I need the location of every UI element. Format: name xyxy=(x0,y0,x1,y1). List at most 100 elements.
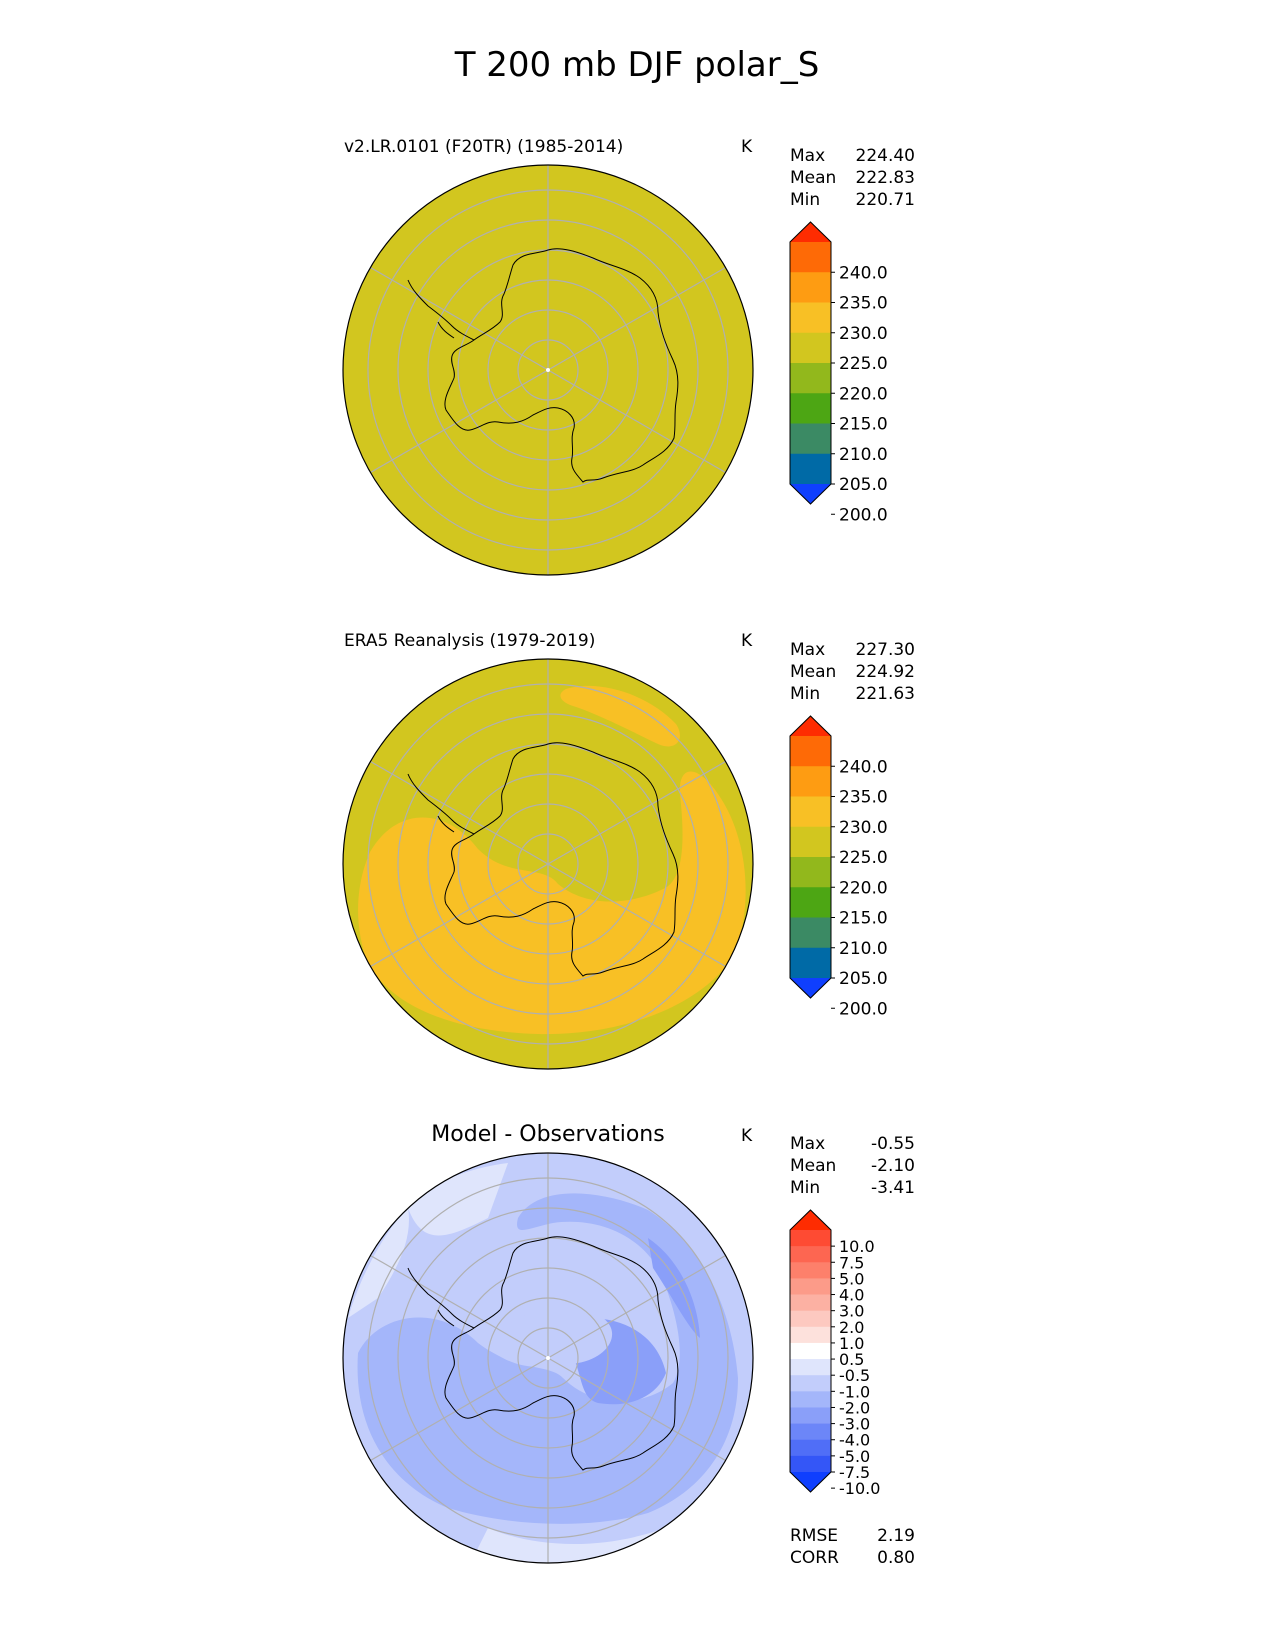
colorbar-tick-label: -2.0 xyxy=(839,1398,870,1417)
stat-label-min: Min xyxy=(790,190,820,210)
pole-marker xyxy=(546,368,550,372)
map-gridlines xyxy=(365,165,731,575)
colorbar-tick-label: 230.0 xyxy=(839,324,888,344)
metrics-block: RMSE 2.19 CORR 0.80 xyxy=(790,1526,915,1568)
colorbar-tick-label: 3.0 xyxy=(839,1302,864,1321)
meridian-line xyxy=(547,758,731,865)
panel-title: Model - Observations xyxy=(431,1122,664,1147)
colorbar-segment xyxy=(790,363,831,394)
colorbar-tick-label: 200.0 xyxy=(839,999,888,1019)
units-label: K xyxy=(741,631,753,651)
meridian-line xyxy=(365,1357,549,1464)
colorbar-tick-label: 205.0 xyxy=(839,969,888,989)
colorbar-tick-label: -0.5 xyxy=(839,1366,870,1385)
stat-value-min: 220.71 xyxy=(856,190,915,210)
colorbar-segment xyxy=(790,1407,831,1425)
stat-label-min: Min xyxy=(790,684,820,704)
colorbar-segment xyxy=(790,1439,831,1457)
metric-value-rmse: 2.19 xyxy=(877,1526,915,1546)
polar-map xyxy=(342,1152,754,1564)
colorbar-tick-label: -3.0 xyxy=(839,1415,870,1434)
panel-model: v2.LR.0101 (F20TR) (1985-2014) K Max 224… xyxy=(342,137,915,576)
colorbar: 10.07.55.04.03.02.01.00.5-0.5-1.0-2.0-3.… xyxy=(789,1209,880,1498)
colorbar-segment xyxy=(790,1342,831,1360)
stat-value-mean: 222.83 xyxy=(856,168,915,188)
colorbar-segment xyxy=(790,1326,831,1344)
antarctic-peninsula-coastline xyxy=(407,1267,475,1329)
polar-map xyxy=(342,164,754,576)
colorbar-segment xyxy=(790,1294,831,1312)
meridian-line xyxy=(547,369,731,476)
colorbar-extend-max xyxy=(790,1210,831,1230)
meridian-line xyxy=(365,264,549,371)
colorbar-tick-label: 0.5 xyxy=(839,1350,864,1369)
antarctica-coastline xyxy=(444,248,679,483)
stat-label-mean: Mean xyxy=(790,1156,836,1176)
meridian-line xyxy=(547,863,731,970)
antarctic-peninsula-coastline xyxy=(407,279,475,341)
meridian-line xyxy=(365,758,549,865)
colorbar-extend-max xyxy=(790,222,831,242)
field-225-230-band xyxy=(358,771,746,1035)
colorbar-segment xyxy=(790,453,831,485)
colorbar-tick-label: 200.0 xyxy=(839,505,888,525)
stat-value-min: -3.41 xyxy=(871,1178,915,1198)
colorbar-segment xyxy=(790,272,831,304)
colorbar-segment xyxy=(790,1278,831,1296)
colorbar-tick-label: 240.0 xyxy=(839,757,888,777)
colorbar-segment xyxy=(790,1391,831,1409)
stat-label-max: Max xyxy=(790,146,825,166)
field-minus3-minus2-band xyxy=(357,1193,738,1524)
antarctic-peninsula-coastline xyxy=(407,773,475,835)
colorbar-extend-min xyxy=(790,978,831,998)
stat-value-mean: 224.92 xyxy=(856,662,915,682)
meridian-line xyxy=(547,264,731,371)
colorbar-tick-label: 205.0 xyxy=(839,475,888,495)
field-minus4-minus3-patch xyxy=(648,1238,700,1338)
colorbar-segment xyxy=(790,1230,831,1247)
stat-label-min: Min xyxy=(790,1178,820,1198)
colorbar-tick-label: 10.0 xyxy=(839,1237,875,1256)
meridian-line xyxy=(547,1252,731,1359)
colorbar-segment xyxy=(790,947,831,979)
colorbar-segment xyxy=(790,1262,831,1279)
colorbar-tick-label: 1.0 xyxy=(839,1334,864,1353)
colorbar-tick-label: -7.5 xyxy=(839,1463,870,1482)
colorbar-segment xyxy=(790,766,831,798)
colorbar-tick-label: -1.0 xyxy=(839,1382,870,1401)
colorbar-segment xyxy=(790,332,831,364)
map-boundary xyxy=(342,164,754,576)
field-minus1-minus05-patch xyxy=(348,1208,409,1318)
colorbar-tick-label: 230.0 xyxy=(839,818,888,838)
colorbar-segment xyxy=(790,857,831,888)
colorbar-segment xyxy=(790,1246,831,1263)
colorbar-tick-label: 215.0 xyxy=(839,415,888,435)
colorbar-tick-label: 225.0 xyxy=(839,354,888,374)
stat-value-max: 227.30 xyxy=(856,640,915,660)
colorbar-segment xyxy=(790,736,831,767)
colorbar-segment xyxy=(790,393,831,425)
stat-value-min: 221.63 xyxy=(856,684,915,704)
colorbar-segment xyxy=(790,423,831,455)
stats-block: Max 224.40 Mean 222.83 Min 220.71 xyxy=(790,146,915,210)
colorbar-segment xyxy=(790,242,831,273)
colorbar-tick-label: 210.0 xyxy=(839,939,888,959)
colorbar-tick-label: 7.5 xyxy=(839,1253,864,1272)
colorbar-tick-label: 4.0 xyxy=(839,1286,864,1305)
stats-block: Max 227.30 Mean 224.92 Min 221.63 xyxy=(790,640,915,704)
colorbar-tick-label: 210.0 xyxy=(839,445,888,465)
panel-title: ERA5 Reanalysis (1979-2019) xyxy=(344,631,595,651)
metric-label-rmse: RMSE xyxy=(790,1526,838,1546)
colorbar-segment xyxy=(790,1423,831,1441)
stats-block: Max -0.55 Mean -2.10 Min -3.41 xyxy=(790,1134,915,1198)
stat-label-max: Max xyxy=(790,1134,825,1154)
colorbar-tick-label: 235.0 xyxy=(839,788,888,808)
colorbar-tick-label: -10.0 xyxy=(839,1479,880,1498)
meridian-line xyxy=(365,863,549,970)
colorbar-tick-label: 240.0 xyxy=(839,263,888,283)
map-boundary xyxy=(342,1152,754,1564)
colorbar-tick-label: 2.0 xyxy=(839,1318,864,1337)
colorbar-segment xyxy=(790,826,831,858)
field-minus1-minus05-patch xyxy=(408,1163,508,1236)
units-label: K xyxy=(741,137,753,157)
